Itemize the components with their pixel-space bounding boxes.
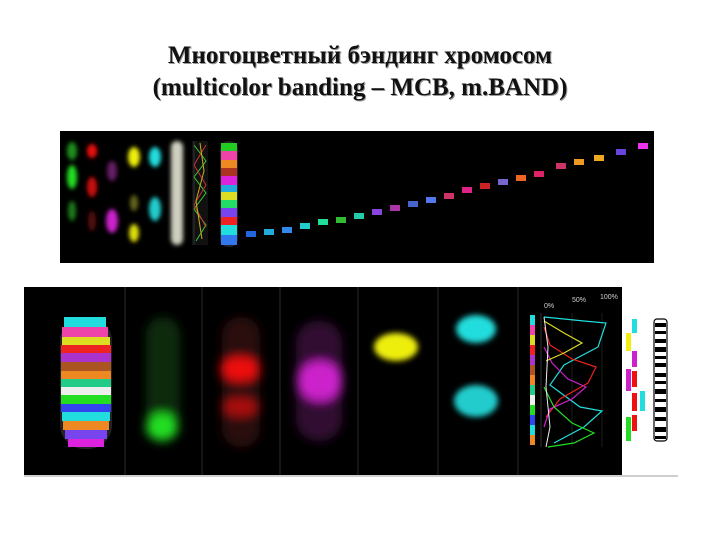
intensity-profile-chart: 0% 50% 100%	[530, 294, 618, 448]
channel-red	[220, 317, 260, 447]
profile-line-magenta	[543, 346, 588, 428]
channel-cyan	[454, 315, 498, 417]
karyotype-overview-panel	[60, 131, 654, 263]
channel-strip-cyan	[149, 147, 161, 221]
channel-magenta	[296, 321, 342, 441]
profile-column-small	[192, 141, 208, 245]
channel-strip-red	[87, 144, 97, 231]
mcb-bars	[626, 319, 645, 441]
channel-strip-yellow	[128, 147, 140, 242]
profile-line-cyan	[543, 316, 607, 444]
title-line-2: (multicolor banding – MCB, m.BAND)	[152, 74, 568, 101]
profile-line-white	[543, 316, 551, 448]
pseudocolor-chromosome	[60, 317, 112, 449]
chromosome-ideogram	[622, 287, 678, 475]
ideogram-bands	[653, 318, 668, 442]
chromosome-row	[246, 143, 648, 237]
channel-strip-green	[67, 142, 77, 221]
divider-line	[24, 475, 678, 477]
channel-green	[146, 317, 180, 441]
profile-label-100: 100%	[600, 294, 618, 301]
slide-title: Многоцветный бэндинг хромосом (multicolo…	[0, 40, 720, 104]
channel-strip-white	[171, 141, 183, 245]
profile-label-0: 0%	[544, 303, 554, 310]
title-line-1: Многоцветный бэндинг хромосом	[167, 42, 553, 69]
profile-colorbar	[530, 315, 535, 445]
profile-line-red	[543, 326, 597, 418]
banded-chromosome-large	[220, 141, 238, 247]
profile-line-yellow	[543, 320, 584, 362]
profile-line-green	[543, 386, 596, 448]
channel-detail-panel: 0% 50% 100%	[24, 287, 622, 475]
channel-strip-magenta	[106, 161, 118, 233]
channel-yellow	[374, 333, 418, 361]
profile-label-50: 50%	[572, 297, 586, 304]
